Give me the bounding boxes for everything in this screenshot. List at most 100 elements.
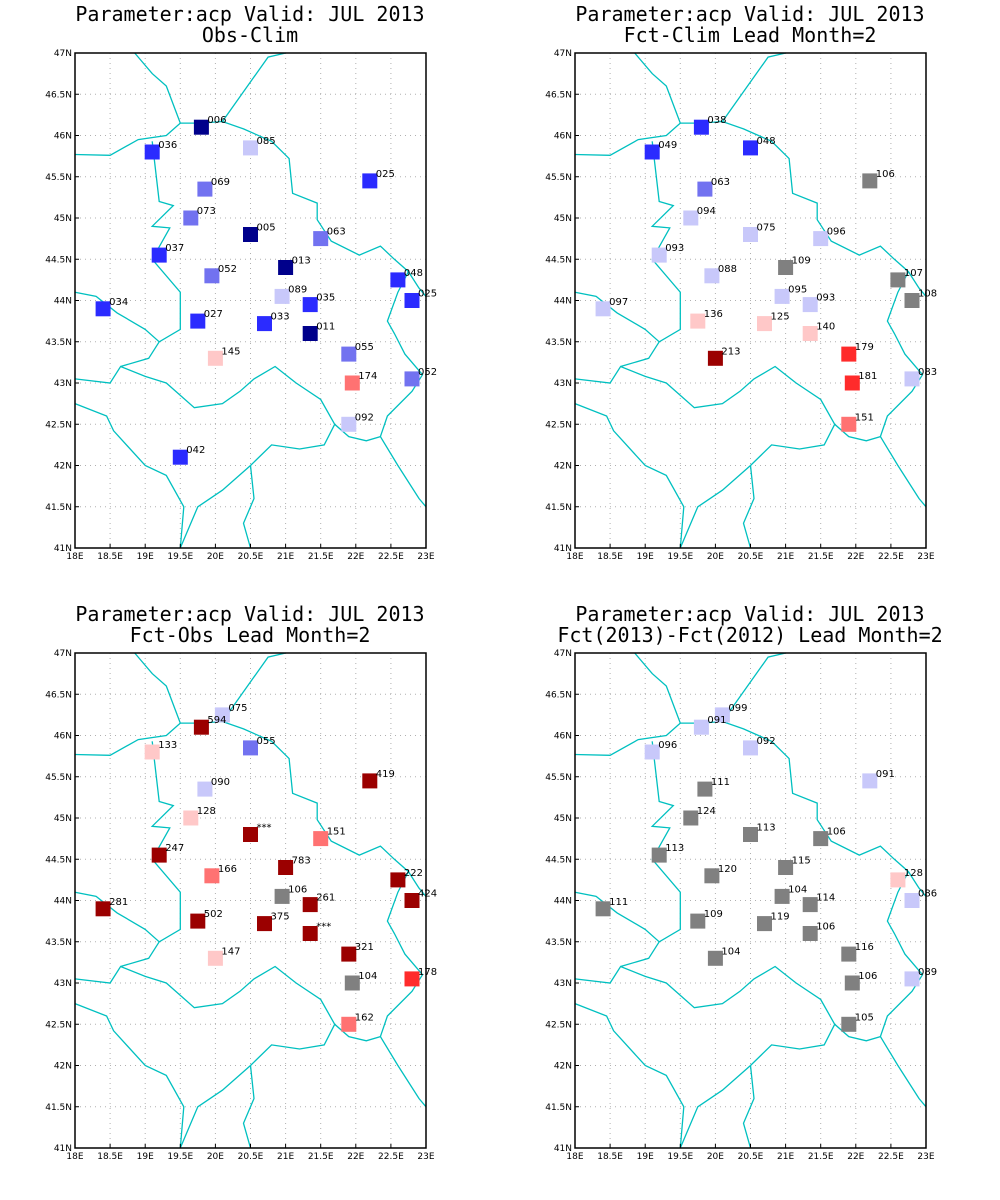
station-marker [197,781,213,797]
y-tick-label: 44.5N [45,255,72,265]
station-value: 025 [418,289,437,300]
x-tick-label: 21E [777,552,794,562]
country-border [221,52,286,122]
station-marker [904,371,920,387]
station-marker [313,831,329,847]
station-value: 038 [707,115,726,126]
station-marker [313,231,329,247]
y-tick-label: 44N [54,297,72,307]
y-tick-label: 44.5N [45,855,72,865]
station-marker [890,872,906,888]
station-value: 213 [721,346,740,357]
station-value: 073 [197,206,216,217]
station-value: 035 [316,293,335,304]
panel-title: Parameter:acp Valid: JUL 2013 [75,602,425,626]
station-marker [302,297,318,313]
station-value: 321 [355,942,374,953]
station-marker [204,268,220,284]
station-marker [344,975,360,991]
panel-subtitle: Fct(2013)-Fct(2012) Lead Month=2 [557,623,943,647]
panel-subtitle: Obs-Clim [201,23,299,47]
country-border [634,52,681,124]
station-marker [302,897,318,913]
station-value: 099 [728,703,747,714]
station-marker [841,1016,857,1032]
country-border [74,365,381,442]
station-marker [904,893,920,908]
station-marker [243,740,258,756]
station-value: 063 [711,177,730,188]
station-marker [697,181,713,197]
y-tick-label: 44.5N [545,855,572,865]
x-tick-label: 18E [66,1152,83,1162]
station-value: 108 [918,289,937,300]
station-marker [183,210,199,226]
station-marker [95,301,111,317]
y-tick-label: 41.5N [545,1103,572,1113]
panel-subtitle: Fct-Obs Lead Month=2 [129,623,371,647]
station-marker [197,181,213,197]
x-tick-label: 21.5E [308,1152,334,1162]
y-tick-label: 43.5N [45,338,72,348]
station-value: 093 [816,293,835,304]
country-border [379,1036,427,1108]
y-tick-label: 43.5N [45,938,72,948]
x-tick-label: 21E [777,1152,794,1162]
y-tick-label: 41N [554,1144,572,1154]
station-marker [95,901,111,917]
station-marker [862,173,878,189]
station-value: 006 [207,115,226,126]
y-tick-label: 42N [554,1062,572,1072]
station-marker [257,316,272,332]
x-tick-label: 21.5E [808,1152,834,1162]
country-border [74,720,427,897]
station-marker [144,144,160,160]
y-tick-label: 45.5N [45,173,72,183]
station-value: 111 [609,897,628,908]
station-marker [844,375,860,391]
station-marker [743,827,758,842]
country-border [134,52,181,124]
station-value: 140 [816,322,835,333]
map-panel-fct-clim: Parameter:acp Valid: JUL 2013 Fct-Clim L… [500,0,1000,600]
station-marker [697,781,713,797]
station-marker [651,247,667,263]
station-marker [778,860,794,875]
country-border [574,965,881,1042]
station-value: 128 [197,806,216,817]
x-tick-label: 18.5E [597,552,623,562]
x-tick-label: 21.5E [808,552,834,562]
station-value: 036 [158,140,177,151]
station-value: 048 [757,136,776,147]
station-map: 18E 18.5E 19E 19.5E 20E 20.5E 21E 21.5E 22E 22.5E… [45,49,437,562]
country-border [574,1002,685,1149]
country-border [879,871,924,1037]
x-tick-label: 23E [917,1152,934,1162]
station-marker [714,707,730,723]
y-tick-label: 42N [554,462,572,472]
y-tick-label: 45.5N [545,173,572,183]
country-border [574,402,685,549]
station-value: 104 [358,971,377,982]
station-value: 011 [316,322,335,333]
y-tick-label: 41.5N [45,503,72,513]
x-tick-label: 22.5E [878,1152,904,1162]
station-marker [390,872,406,888]
country-border [74,291,160,343]
station-value: 106 [827,827,846,838]
y-tick-label: 44N [554,897,572,907]
station-value: 034 [109,297,128,308]
station-value: 027 [204,309,223,320]
station-marker [693,719,709,735]
station-marker [890,272,906,288]
station-marker [190,313,206,329]
station-marker [774,888,790,904]
country-border [879,271,924,437]
country-border [574,891,660,943]
panel-title: Parameter:acp Valid: JUL 2013 [575,602,925,626]
x-tick-label: 23E [417,552,434,562]
y-tick-label: 46N [54,732,72,742]
station-marker [904,971,920,987]
x-tick-label: 20E [707,1152,724,1162]
station-marker [743,140,758,156]
